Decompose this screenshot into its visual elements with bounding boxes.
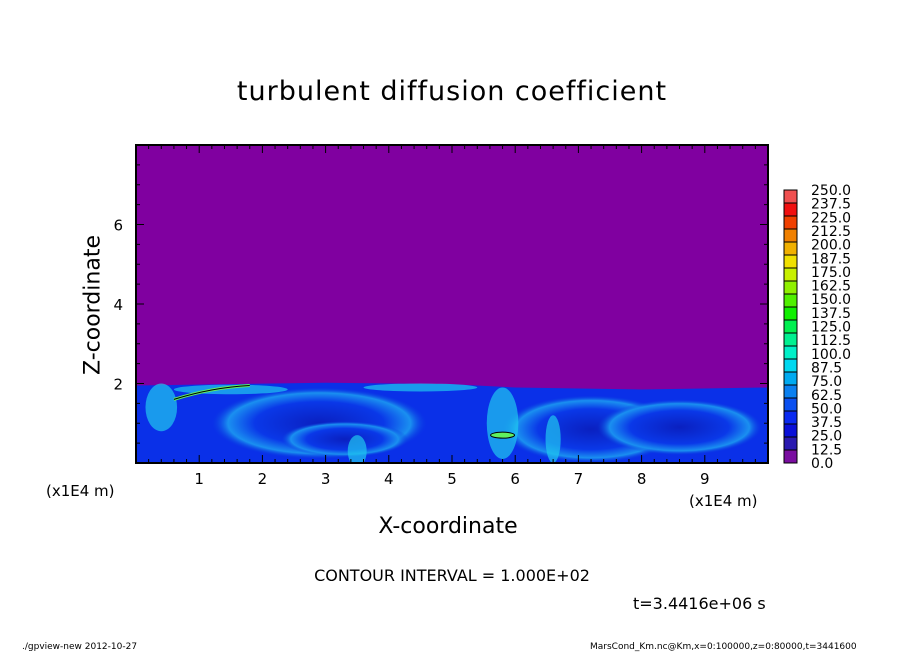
colorbar-swatch (783, 228, 798, 243)
y-tick-label: 2 (113, 376, 123, 394)
x-tick-label: 6 (510, 470, 520, 488)
footer-left: ./gpview-new 2012-10-27 (22, 642, 138, 652)
contour-line (490, 431, 516, 439)
colorbar-swatch (783, 241, 798, 256)
colorbar-swatch (783, 306, 798, 321)
colorbar-label: 50.0 (811, 401, 842, 417)
colorbar-swatch (783, 189, 798, 204)
contour-interval: CONTOUR INTERVAL = 1.000E+02 (314, 566, 590, 585)
colorbar-label: 187.5 (811, 251, 851, 267)
high-diffusion-region (145, 383, 178, 432)
x-tick-label: 2 (258, 470, 268, 488)
x-tick-label: 9 (700, 470, 710, 488)
colorbar-label: 75.0 (811, 374, 842, 390)
y-axis-unit: (x1E4 m) (46, 482, 115, 500)
colorbar-swatch (783, 410, 798, 425)
x-tick-label: 1 (194, 470, 204, 488)
high-diffusion-region (545, 415, 561, 463)
high-diffusion-region (347, 435, 367, 463)
x-tick-label: 7 (574, 470, 584, 488)
colorbar-swatch (783, 358, 798, 373)
colorbar-swatch (783, 397, 798, 412)
y-tick-label: 6 (113, 217, 123, 235)
colorbar-swatch (783, 254, 798, 269)
colorbar-label: 150.0 (811, 292, 851, 308)
colorbar-swatch (783, 293, 798, 308)
colorbar-swatch (783, 332, 798, 347)
contour-line (173, 384, 250, 400)
colorbar-swatch (783, 319, 798, 334)
colorbar-swatch (783, 280, 798, 295)
colorbar-label: 100.0 (811, 347, 851, 363)
colorbar-label: 137.5 (811, 306, 851, 322)
colorbar-label: 200.0 (811, 238, 851, 254)
colorbar-label: 125.0 (811, 320, 851, 336)
colorbar-swatch (783, 449, 798, 464)
colorbar-label: 162.5 (811, 279, 851, 295)
footer-right: MarsCond_Km.nc@Km,x=0:100000,z=0:80000,t… (590, 642, 857, 652)
colorbar: 0.012.525.037.550.062.575.087.5100.0112.… (783, 183, 851, 472)
colorbar-swatch (783, 215, 798, 230)
x-axis-unit: (x1E4 m) (689, 492, 758, 510)
colorbar-swatch (783, 345, 798, 360)
x-axis-label: X-coordinate (378, 514, 518, 539)
colorbar-label: 87.5 (811, 360, 842, 376)
colorbar-label: 237.5 (811, 197, 851, 213)
colorbar-label: 25.0 (811, 429, 842, 445)
colorbar-label: 112.5 (811, 333, 851, 349)
colorbar-swatch (783, 202, 798, 217)
x-tick-label: 4 (384, 470, 394, 488)
colorbar-swatch (783, 267, 798, 282)
high-diffusion-region (486, 387, 519, 460)
colorbar-swatch (783, 384, 798, 399)
colorbar-swatch (783, 436, 798, 451)
colorbar-label: 175.0 (811, 265, 851, 281)
x-tick-label: 3 (321, 470, 331, 488)
colorbar-label: 62.5 (811, 388, 842, 404)
colorbar-swatch (783, 423, 798, 438)
colorbar-swatch (783, 371, 798, 386)
colorbar-label: 12.5 (811, 442, 842, 458)
vortex-region (597, 399, 762, 456)
x-tick-label: 5 (447, 470, 457, 488)
y-tick-label: 4 (113, 296, 123, 314)
x-tick-label: 8 (637, 470, 647, 488)
colorbar-label: 0.0 (811, 456, 833, 472)
time-label: t=3.4416e+06 s (633, 594, 766, 613)
vortex-region (281, 421, 408, 458)
colorbar-label: 225.0 (811, 210, 851, 226)
colorbar-label: 250.0 (811, 183, 851, 199)
chart-title: turbulent diffusion coefficient (236, 76, 668, 107)
high-diffusion-region (363, 383, 478, 392)
colorbar-label: 212.5 (811, 224, 851, 240)
colorbar-label: 37.5 (811, 415, 842, 431)
